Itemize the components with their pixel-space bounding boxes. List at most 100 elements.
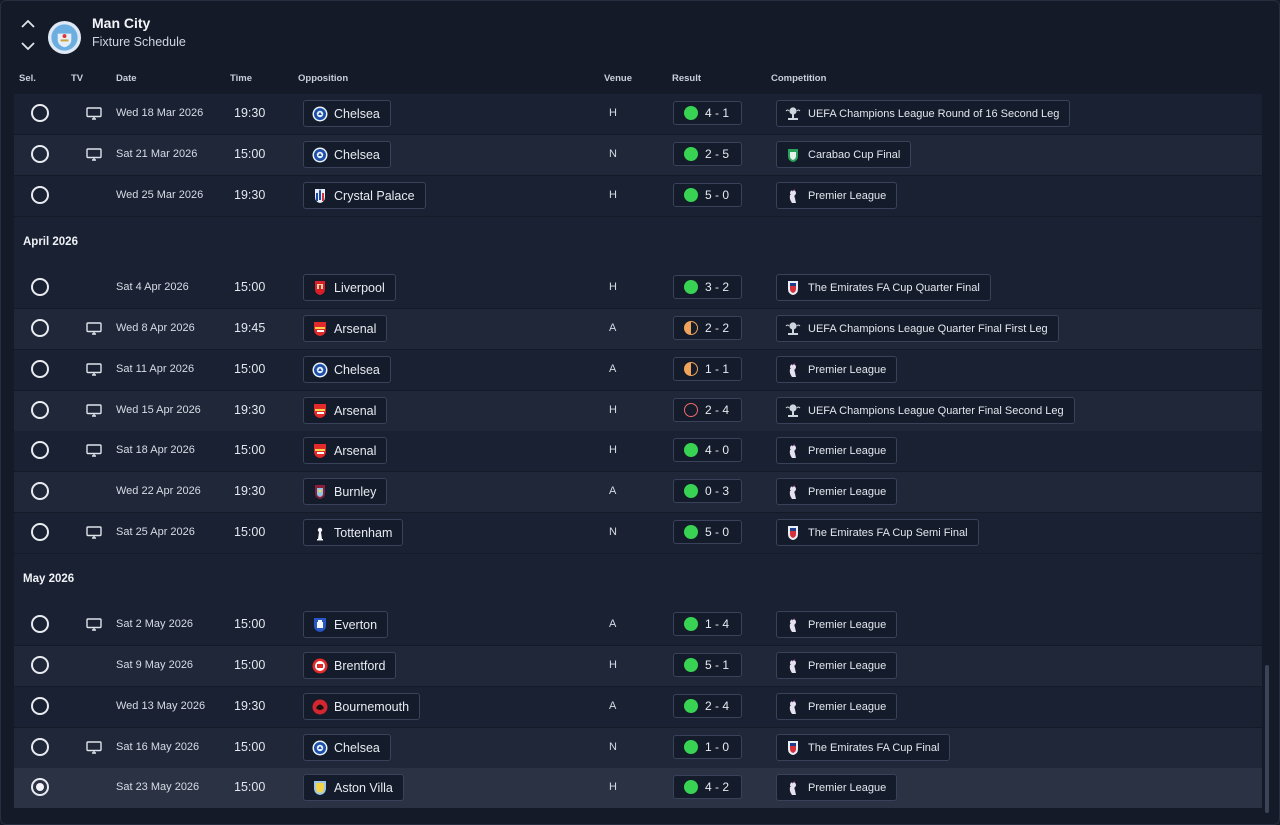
opposition-button[interactable]: Chelsea <box>303 734 391 761</box>
col-header-opposition[interactable]: Opposition <box>298 73 349 84</box>
competition-button[interactable]: UEFA Champions League Quarter Final Firs… <box>776 315 1059 342</box>
select-radio[interactable] <box>31 441 49 459</box>
competition-button[interactable]: UEFA Champions League Quarter Final Seco… <box>776 397 1075 424</box>
fixture-venue: A <box>609 700 617 712</box>
fixture-row[interactable]: Sat 9 May 2026 15:00 Brentford H 5 - 1 Premie… <box>14 646 1262 686</box>
competition-name: Premier League <box>808 659 887 672</box>
result-badge[interactable]: 0 - 3 <box>673 479 742 503</box>
competition-button[interactable]: Carabao Cup Final <box>776 141 912 168</box>
fixture-date: Wed 8 Apr 2026 <box>116 322 195 334</box>
opposition-button[interactable]: Everton <box>303 611 389 638</box>
result-badge[interactable]: 1 - 0 <box>673 735 742 759</box>
result-badge[interactable]: 4 - 2 <box>673 775 742 799</box>
opposition-button[interactable]: Tottenham <box>303 519 404 546</box>
select-radio[interactable] <box>31 145 49 163</box>
fixture-row[interactable]: Wed 8 Apr 2026 19:45 Arsenal A 2 - 2 UEFA Cha… <box>14 309 1262 349</box>
select-radio[interactable] <box>31 738 49 756</box>
result-score: 2 - 4 <box>705 403 730 417</box>
opposition-button[interactable]: Burnley <box>303 478 388 505</box>
opposition-button[interactable]: Arsenal <box>303 315 388 342</box>
result-badge[interactable]: 3 - 2 <box>673 275 742 299</box>
opposition-button[interactable]: Bournemouth <box>303 693 421 720</box>
select-radio[interactable] <box>31 186 49 204</box>
fixture-row[interactable]: Wed 22 Apr 2026 19:30 Burnley A 0 - 3 Premier… <box>14 472 1262 512</box>
club-badge-icon[interactable] <box>47 20 82 55</box>
opposition-button[interactable]: Crystal Palace <box>303 182 426 209</box>
opposition-button[interactable]: Chelsea <box>303 356 391 383</box>
select-radio[interactable] <box>31 482 49 500</box>
opposition-button[interactable]: Chelsea <box>303 100 391 127</box>
select-radio[interactable] <box>31 697 49 715</box>
fixture-row[interactable]: Sat 25 Apr 2026 15:00 Tottenham N 5 - 0 The E… <box>14 513 1262 553</box>
opposition-button[interactable]: Arsenal <box>303 397 388 424</box>
result-badge[interactable]: 5 - 1 <box>673 653 742 677</box>
competition-button[interactable]: Premier League <box>776 478 898 505</box>
competition-button[interactable]: UEFA Champions League Round of 16 Second… <box>776 100 1071 127</box>
fixture-row[interactable]: Wed 25 Mar 2026 19:30 Crystal Palace H 5 - 0… <box>14 176 1262 216</box>
competition-button[interactable]: Premier League <box>776 182 898 209</box>
opposition-button[interactable]: Brentford <box>303 652 397 679</box>
result-badge[interactable]: 5 - 0 <box>673 183 742 207</box>
chevron-up-icon[interactable] <box>19 17 37 31</box>
select-radio[interactable] <box>31 656 49 674</box>
result-score: 1 - 0 <box>705 740 730 754</box>
competition-button[interactable]: Premier League <box>776 437 898 464</box>
fixture-row[interactable]: Sat 16 May 2026 15:00 Chelsea N 1 - 0 The Emi… <box>14 728 1262 768</box>
result-badge[interactable]: 2 - 5 <box>673 142 742 166</box>
chevron-down-icon[interactable] <box>19 39 37 53</box>
fixture-row[interactable]: Wed 13 May 2026 19:30 Bournemouth A 2 - 4 Pre… <box>14 687 1262 727</box>
fixture-row[interactable]: Sat 21 Mar 2026 15:00 Chelsea N 2 - 5 Carabao… <box>14 135 1262 175</box>
col-header-competition[interactable]: Competition <box>771 73 827 84</box>
select-radio[interactable] <box>31 778 49 796</box>
month-header-april: April 2026 <box>14 217 1262 268</box>
select-radio[interactable] <box>31 278 49 296</box>
competition-button[interactable]: The Emirates FA Cup Quarter Final <box>776 274 991 301</box>
opposition-name: Chelsea <box>334 740 380 755</box>
result-badge[interactable]: 4 - 1 <box>673 101 742 125</box>
competition-button[interactable]: Premier League <box>776 652 898 679</box>
select-radio[interactable] <box>31 360 49 378</box>
result-badge[interactable]: 1 - 1 <box>673 357 742 381</box>
col-header-venue[interactable]: Venue <box>604 73 632 84</box>
opposition-button[interactable]: Chelsea <box>303 141 391 168</box>
fixture-row[interactable]: Wed 15 Apr 2026 19:30 Arsenal H 2 - 4 UEFA Ch… <box>14 391 1262 431</box>
fixture-row[interactable]: Sat 4 Apr 2026 15:00 Liverpool H 3 - 2 The Em… <box>14 268 1262 308</box>
competition-button[interactable]: The Emirates FA Cup Semi Final <box>776 519 979 546</box>
fixture-row[interactable]: Sat 23 May 2026 15:00 Aston Villa H 4 - 2 Pre… <box>14 768 1262 808</box>
select-radio[interactable] <box>31 401 49 419</box>
opposition-button[interactable]: Liverpool <box>303 274 396 301</box>
scrollbar[interactable] <box>1265 665 1269 813</box>
col-header-time[interactable]: Time <box>230 73 253 84</box>
club-name[interactable]: Man City <box>92 15 151 31</box>
result-badge[interactable]: 5 - 0 <box>673 520 742 544</box>
select-radio[interactable] <box>31 523 49 541</box>
opposition-name: Chelsea <box>334 362 380 377</box>
fixture-row[interactable]: Sat 18 Apr 2026 15:00 Arsenal H 4 - 0 Premier… <box>14 431 1262 471</box>
competition-button[interactable]: Premier League <box>776 611 898 638</box>
villa-crest-icon <box>314 780 326 795</box>
opposition-button[interactable]: Arsenal <box>303 437 388 464</box>
competition-button[interactable]: Premier League <box>776 356 898 383</box>
col-header-date[interactable]: Date <box>116 73 137 84</box>
result-badge[interactable]: 4 - 0 <box>673 438 742 462</box>
select-radio[interactable] <box>31 104 49 122</box>
fixture-venue: H <box>609 189 617 201</box>
select-radio[interactable] <box>31 319 49 337</box>
result-badge[interactable]: 2 - 2 <box>673 316 742 340</box>
select-radio[interactable] <box>31 615 49 633</box>
result-badge[interactable]: 2 - 4 <box>673 694 742 718</box>
competition-button[interactable]: Premier League <box>776 693 898 720</box>
competition-button[interactable]: The Emirates FA Cup Final <box>776 734 951 761</box>
opposition-button[interactable]: Aston Villa <box>303 774 404 801</box>
fixture-row[interactable]: Sat 11 Apr 2026 15:00 Chelsea A 1 - 1 Premier… <box>14 350 1262 390</box>
col-header-tv[interactable]: TV <box>71 73 84 84</box>
result-badge[interactable]: 1 - 4 <box>673 612 742 636</box>
fixture-date: Sat 2 May 2026 <box>116 618 194 630</box>
fixture-row[interactable]: Wed 18 Mar 2026 19:30 Chelsea H 4 - 1 UEFA Ch… <box>14 94 1262 134</box>
col-header-result[interactable]: Result <box>672 73 702 84</box>
fixture-row[interactable]: Sat 2 May 2026 15:00 Everton A 1 - 4 Premier … <box>14 605 1262 645</box>
result-badge[interactable]: 2 - 4 <box>673 398 742 422</box>
fixture-date: Sat 25 Apr 2026 <box>116 526 195 538</box>
competition-button[interactable]: Premier League <box>776 774 898 801</box>
col-header-sel[interactable]: Sel. <box>19 73 36 84</box>
